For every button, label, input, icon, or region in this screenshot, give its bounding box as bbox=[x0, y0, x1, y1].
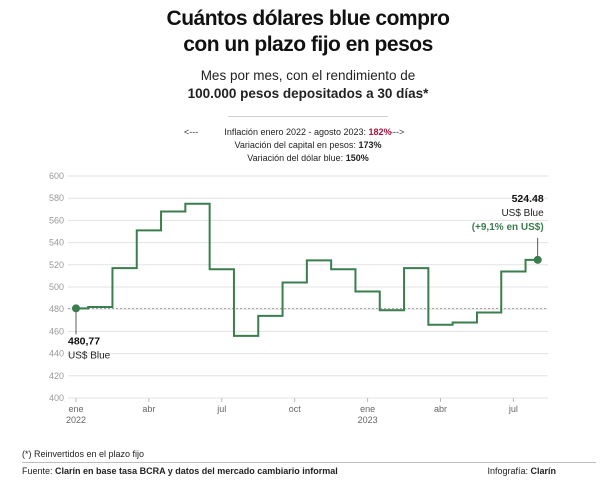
chart-subtitle: Mes por mes, con el rendimiento de 100.0… bbox=[0, 67, 616, 103]
y-tick-label: 540 bbox=[49, 238, 64, 248]
subtitle-line-1: Mes por mes, con el rendimiento de bbox=[200, 68, 416, 83]
title-line-1: Cuántos dólares blue compro bbox=[166, 7, 450, 30]
x-tick-label: oct bbox=[289, 404, 302, 414]
end-unit-label: US$ Blue bbox=[501, 208, 544, 219]
subtitle-line-2: 100.000 pesos depositados a 30 días* bbox=[187, 86, 429, 101]
capital-value: 173% bbox=[358, 140, 382, 150]
y-tick-label: 560 bbox=[49, 215, 64, 225]
x-tick-label: ene bbox=[68, 404, 83, 414]
chart-title: Cuántos dólares blue compro con un plazo… bbox=[0, 6, 616, 58]
y-tick-label: 420 bbox=[49, 371, 64, 381]
inflation-value: 182% bbox=[368, 127, 392, 137]
dollar-stat: Variación del dólar blue: 150% bbox=[0, 152, 616, 165]
y-tick-label: 580 bbox=[49, 193, 64, 203]
inflation-stat: Inflación enero 2022 - agosto 2023: 182% bbox=[0, 126, 616, 139]
credit-prefix: Infografía: bbox=[487, 466, 531, 476]
title-line-2: con un plazo fijo en pesos bbox=[183, 33, 433, 56]
dollar-value: 150% bbox=[345, 153, 369, 163]
y-tick-label: 500 bbox=[49, 282, 64, 292]
capital-label: Variación del capital en pesos: bbox=[234, 140, 356, 150]
y-tick-label: 440 bbox=[49, 349, 64, 359]
series-line bbox=[76, 202, 538, 337]
left-arrow-icon: <--- bbox=[184, 127, 199, 137]
x-tick-label: jul bbox=[216, 404, 226, 414]
end-change-label: (+9,1% en US$) bbox=[472, 222, 544, 233]
start-value-label: 480,77 bbox=[68, 335, 100, 347]
inflation-label: Inflación enero 2022 - agosto 2023: bbox=[224, 127, 367, 137]
y-tick-label: 400 bbox=[49, 393, 64, 403]
x-tick-label: ene bbox=[360, 404, 375, 414]
header-divider bbox=[228, 116, 388, 117]
y-tick-label: 600 bbox=[49, 171, 64, 181]
x-tick-year-label: 2022 bbox=[66, 415, 86, 425]
x-tick-label: abr bbox=[142, 404, 155, 414]
x-tick-year-label: 2023 bbox=[358, 415, 378, 425]
y-axis-ticks: 400 420 440 460 480 500 520 540 560 580 600 bbox=[49, 171, 64, 403]
start-point bbox=[72, 304, 80, 313]
end-value-label: 524.48 bbox=[512, 193, 544, 205]
footer-divider bbox=[22, 462, 596, 463]
x-tick-label: abr bbox=[434, 404, 447, 414]
source-prefix: Fuente: bbox=[22, 466, 56, 476]
infographic-credit: Infografía: Clarín bbox=[487, 466, 556, 476]
start-unit-label: US$ Blue bbox=[68, 350, 111, 361]
credit-text: Clarín bbox=[530, 466, 556, 476]
footnote: (*) Reinvertidos en el plazo fijo bbox=[22, 449, 145, 459]
right-arrow-icon: ---> bbox=[390, 127, 405, 137]
grid-lines bbox=[68, 175, 548, 399]
capital-stat: Variación del capital en pesos: 173% bbox=[0, 139, 616, 152]
x-tick-label: jul bbox=[508, 404, 518, 414]
stats-block: Inflación enero 2022 - agosto 2023: 182%… bbox=[0, 126, 616, 165]
dollar-label: Variación del dólar blue: bbox=[247, 153, 344, 163]
y-tick-label: 520 bbox=[49, 260, 64, 270]
source-text: Clarín en base tasa BCRA y datos del mer… bbox=[55, 466, 338, 476]
y-tick-label: 460 bbox=[49, 326, 64, 336]
source-credit: Fuente: Clarín en base tasa BCRA y datos… bbox=[22, 466, 338, 476]
y-tick-label: 480 bbox=[49, 304, 64, 314]
end-point bbox=[533, 255, 542, 264]
